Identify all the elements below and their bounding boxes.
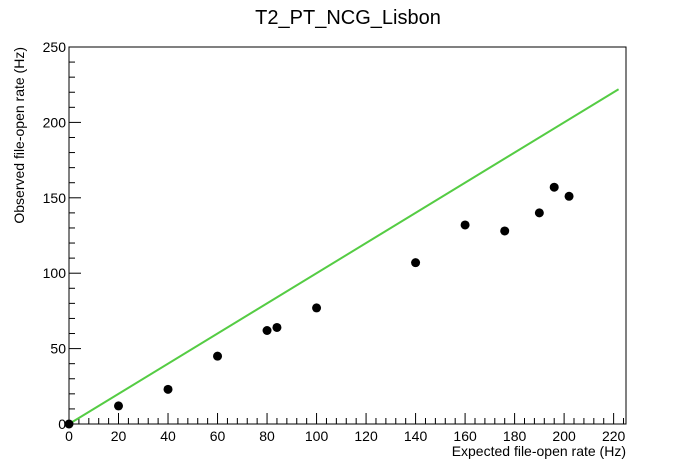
x-tick-label: 200 [552,428,576,444]
y-tick-label: 150 [43,190,67,206]
data-point [411,258,421,268]
tick-labels: 0 20 40 60 80 100 120 140 160 180 200 220 0 50 100 150 2… [43,39,626,444]
data-point [312,303,322,313]
data-point [114,401,124,411]
x-tick-label: 20 [111,428,127,444]
y-tick-label: 0 [58,416,66,432]
data-point [262,326,272,336]
data-point [500,226,510,236]
plot-frame [68,46,627,425]
x-tick-label: 220 [602,428,626,444]
data-point [213,351,223,361]
data-point [272,322,282,332]
data-point [564,191,574,201]
x-tick-label: 160 [453,428,477,444]
y-axis-label: Observed file-open rate (Hz) [11,47,27,224]
y-tick-label: 250 [43,39,67,55]
data-point [163,384,173,394]
chart-title: T2_PT_NCG_Lisbon [255,7,441,29]
x-tick-label: 0 [65,428,73,444]
x-tick-label: 40 [160,428,176,444]
axis-ticks [68,46,625,425]
reference-line [68,88,620,425]
x-tick-label: 100 [305,428,329,444]
data-point [460,220,470,230]
x-tick-label: 80 [259,428,275,444]
y-tick-label: 50 [50,341,66,357]
data-point [534,208,544,218]
data-marks [64,88,620,429]
data-point [549,182,559,192]
x-tick-label: 120 [354,428,378,444]
y-tick-label: 200 [43,114,67,130]
x-tick-label: 60 [210,428,226,444]
x-tick-label: 140 [404,428,428,444]
x-tick-label: 180 [503,428,527,444]
y-tick-label: 100 [43,265,67,281]
x-axis-label: Expected file-open rate (Hz) [452,443,626,459]
